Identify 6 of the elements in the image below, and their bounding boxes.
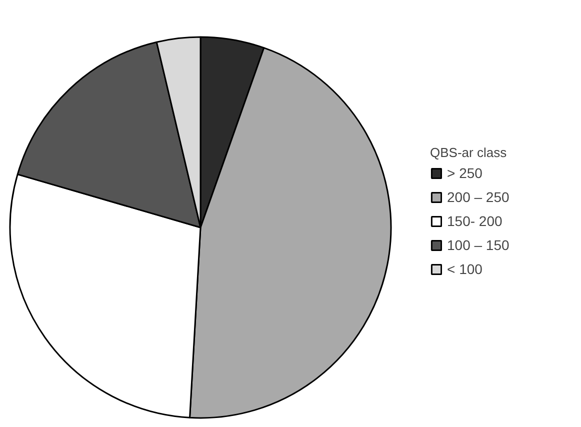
legend-title: QBS-ar class xyxy=(430,145,508,160)
legend-label: < 100 xyxy=(447,261,482,277)
legend-label: 100 – 150 xyxy=(447,237,510,253)
legend-label: 200 – 250 xyxy=(447,189,510,205)
legend-label: 150- 200 xyxy=(447,213,502,229)
legend-label: > 250 xyxy=(447,165,482,181)
